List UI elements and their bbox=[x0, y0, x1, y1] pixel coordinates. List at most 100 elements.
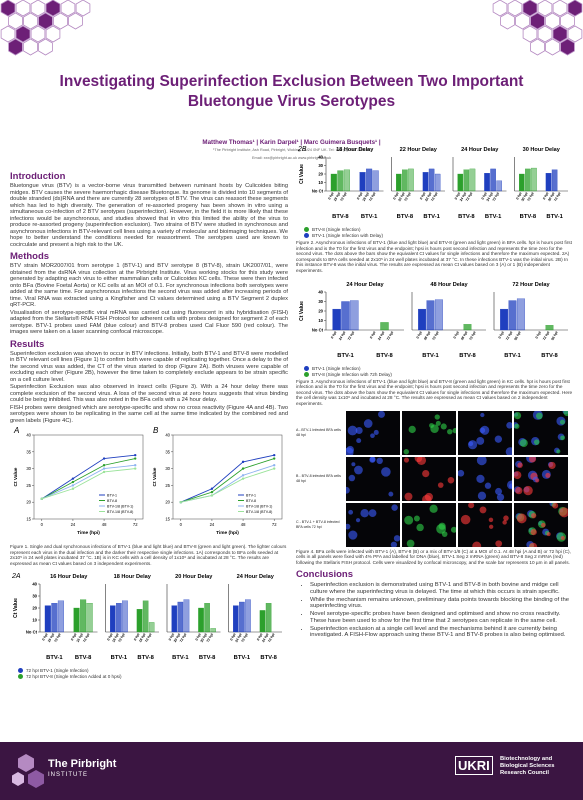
cell-signal bbox=[516, 513, 527, 523]
bar bbox=[434, 173, 441, 192]
category-label: 24 hpi bbox=[459, 191, 467, 202]
series-line bbox=[41, 464, 136, 500]
series-line bbox=[180, 468, 275, 503]
y-tick-label: No Ct bbox=[312, 327, 324, 332]
legend-label: BTV-1/8 (BTV-1) bbox=[246, 504, 272, 508]
point bbox=[102, 457, 106, 460]
y-tick-label: No Ct bbox=[26, 630, 38, 635]
cell-signal bbox=[430, 423, 439, 433]
cell-signal bbox=[494, 435, 503, 443]
category-label: 0 hpi bbox=[229, 633, 236, 642]
cell-signal bbox=[441, 530, 448, 537]
cell-signal bbox=[468, 502, 475, 508]
bar bbox=[408, 168, 414, 192]
bar bbox=[516, 298, 525, 330]
category-label: 20 hpi bbox=[200, 633, 208, 644]
cell-signal bbox=[477, 491, 487, 500]
bar bbox=[463, 169, 470, 192]
cell-signal bbox=[437, 481, 444, 488]
contact: Email: xxx@pirbright.ac.uk www.pirbright… bbox=[252, 156, 331, 160]
bar bbox=[422, 172, 429, 192]
row-label: B - BTV-8 infected BFA cells 48 hpi bbox=[296, 474, 341, 483]
bar bbox=[245, 599, 251, 633]
y-tick-label: 40 bbox=[318, 289, 323, 294]
cell-signal bbox=[545, 472, 551, 478]
y-tick-label: 40 bbox=[165, 433, 170, 438]
category-label: 72 hpi bbox=[339, 191, 347, 202]
cell-signal bbox=[531, 512, 537, 518]
bar bbox=[463, 323, 472, 330]
hexagon bbox=[8, 38, 23, 56]
y-axis-label: Ct Value bbox=[152, 467, 158, 486]
category-label: 72 hpi bbox=[53, 633, 61, 644]
category-label: 0 hpi bbox=[480, 191, 487, 200]
cell-signal bbox=[363, 418, 373, 428]
bar bbox=[396, 173, 402, 192]
hexagon bbox=[522, 0, 538, 17]
category-label: 72 hpi bbox=[505, 330, 513, 341]
group-label: BTV-8 bbox=[541, 353, 558, 359]
cell-signal bbox=[479, 505, 487, 513]
category-label: 0 hpi bbox=[41, 633, 48, 642]
hexagon bbox=[515, 12, 530, 30]
legend-item: 72 hpI BTV-1 (Single Infection) bbox=[18, 668, 288, 674]
bar bbox=[426, 299, 435, 330]
micrograph bbox=[458, 456, 512, 501]
bar bbox=[80, 599, 87, 633]
bar bbox=[350, 299, 359, 330]
figure-row: B - BTV-8 infected BFA cells 48 hpi bbox=[296, 456, 574, 501]
micrograph bbox=[346, 410, 400, 455]
x-tick-label: 72 bbox=[133, 522, 138, 527]
y-tick-label: 15 bbox=[165, 517, 170, 522]
cell-signal bbox=[413, 515, 420, 522]
category-label: 48 hpi bbox=[423, 330, 431, 341]
cell-signal bbox=[552, 502, 559, 509]
bar bbox=[57, 601, 64, 633]
cell-signal bbox=[480, 412, 485, 417]
category-label: 0 hpi bbox=[419, 191, 426, 200]
bar bbox=[210, 628, 216, 633]
cell-signal bbox=[369, 456, 376, 463]
cell-signal bbox=[346, 523, 351, 529]
bar bbox=[148, 622, 155, 633]
cell-signal bbox=[548, 461, 556, 469]
cell-signal bbox=[488, 517, 494, 522]
bar bbox=[110, 605, 116, 633]
cell-signal bbox=[452, 427, 456, 433]
micrograph bbox=[458, 410, 512, 455]
cell-signal bbox=[438, 522, 446, 530]
category-label: 16 hpi bbox=[76, 633, 84, 644]
figure-caption: Figure 2. Asynchronous infections of BTV… bbox=[296, 240, 572, 273]
cell-signal bbox=[447, 476, 455, 484]
group-label: BTV-8 bbox=[520, 214, 537, 220]
paragraph: Superinfection exclusion was shown to oc… bbox=[10, 350, 288, 383]
micrograph bbox=[458, 502, 512, 547]
cell-signal bbox=[468, 439, 478, 449]
legend-label: BTV-8 (Single Infection) bbox=[312, 227, 361, 232]
point bbox=[210, 490, 214, 494]
category-label: 22 hpi bbox=[397, 191, 405, 202]
cell-signal bbox=[484, 482, 492, 489]
group-label: BTV-1 bbox=[46, 655, 63, 661]
figure-caption: Figure 4. BFa cells were infected with B… bbox=[296, 548, 571, 565]
group-label: BTV-1 bbox=[172, 655, 189, 661]
category-label: 0 hpi bbox=[454, 191, 461, 200]
hexagon bbox=[545, 38, 560, 56]
bar bbox=[380, 321, 389, 330]
footer: The Pirbright INSTITUTE UKRI Biotechnolo… bbox=[0, 742, 583, 800]
cell-signal bbox=[403, 448, 410, 455]
bar bbox=[330, 173, 337, 192]
hexagon bbox=[0, 0, 16, 17]
category-label: 0 hpi bbox=[356, 191, 363, 200]
cell-signal bbox=[535, 412, 543, 419]
hexagon bbox=[38, 38, 53, 56]
series-line bbox=[41, 468, 136, 500]
cell-signal bbox=[559, 419, 565, 425]
category-label: 72 hpi bbox=[468, 330, 476, 341]
legend: BTV-1 (Single Infection) BTV-8 (Single In… bbox=[304, 365, 574, 377]
bar bbox=[372, 170, 379, 192]
legend-label: BTV-1/8 (BTV-8) bbox=[246, 510, 272, 514]
cell-signal bbox=[530, 528, 537, 535]
legend-label: BTV-1 bbox=[107, 493, 117, 497]
category-label: 0 hpi bbox=[453, 330, 460, 339]
